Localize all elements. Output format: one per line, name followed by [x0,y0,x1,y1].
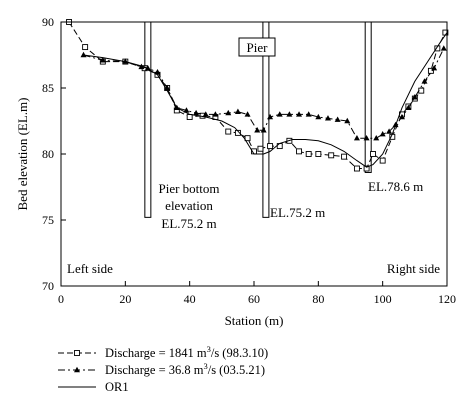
pier-bottom-elevation-label-line2: elevation [165,198,213,213]
series-1-point [186,114,193,120]
series-1-point [296,148,302,155]
series-2-point [212,111,219,117]
series-2-point [334,116,341,122]
pier-1 [144,21,152,218]
series-1-point [353,165,360,172]
series-1-point [267,143,274,150]
series-2-point [386,128,393,134]
pier-label-box [238,37,276,57]
y-tick-label: 70 [42,279,54,293]
series-2-point [363,134,370,141]
series-1-point [427,67,434,74]
series-1-point [225,128,232,135]
series-2-point [379,131,386,137]
series-2-point [183,107,190,113]
x-axis-title: Station (m) [225,313,284,328]
series-2-point [431,65,438,71]
series-2-point [260,127,267,133]
pier3-elevation-label: EL.78.6 m [368,179,423,194]
series-line-2 [83,48,445,139]
y-tick-label: 85 [42,81,54,95]
series-1-point [379,157,386,164]
series-2-point [144,65,151,71]
series-2-point [305,111,312,117]
series-2-point [324,115,331,121]
right-side-label: Right side [387,261,440,276]
series-1-point [341,153,348,160]
series-1-point [363,165,370,172]
series-2-point [405,104,412,110]
series-1-point [234,129,241,136]
x-tick-label: 60 [248,292,260,306]
series-2-point [80,51,87,58]
series-2-point [267,113,274,120]
legend-marker-2 [74,366,80,373]
series-2-point [344,117,351,124]
series-2-point [254,127,261,133]
series-2-point [286,111,293,117]
pier-3 [364,21,372,173]
x-tick-label: 40 [184,292,196,306]
series-2-point [99,57,106,63]
series-1-point [418,87,425,94]
y-tick-label: 75 [42,213,54,227]
plot-area [66,19,449,218]
pier1-elevation-label: EL.75.2 m [161,216,216,231]
series-2-point [296,111,303,117]
series-2-point [411,94,418,100]
legend-label-2: Discharge = 36.8 m3/s (03.5.21) [105,361,265,377]
legend-label-1: Discharge = 1841 m3/s (98.3.10) [105,344,268,360]
series-2-point [193,109,200,116]
x-tick-label: 80 [312,292,324,306]
series-2-point [353,134,360,141]
series-2-point [373,134,380,141]
pier-bottom-elevation-label-line1: Pier bottom [158,181,219,196]
x-tick-label: 0 [58,292,64,306]
series-2-point [398,113,405,120]
series-1-point [244,135,251,142]
series-2-point [244,111,251,117]
y-tick-label: 80 [42,147,54,161]
left-side-label: Left side [67,261,113,276]
series-2-point [276,111,283,117]
axes: 0 20 40 60 80 100 120 70 75 80 85 90 [42,15,456,306]
legend-label-3: OR1 [105,380,129,394]
series-2-point [421,78,428,84]
x-tick-label: 20 [119,292,131,306]
series-2-point [225,109,232,116]
pier-label: Pier [247,40,269,55]
y-tick-label: 90 [42,15,54,29]
series-1-point [328,152,335,159]
series-1-point [257,145,264,152]
series-1-point [315,151,322,157]
legend-marker-1 [74,350,80,356]
y-axis-title: Bed elevation (EL.m) [15,98,30,211]
series-2-point [440,45,447,51]
x-tick-label: 120 [438,292,456,306]
legend: Discharge = 1841 m3/s (98.3.10)Discharge… [58,344,268,394]
series-2-point [202,111,209,117]
series-1-point [370,151,376,157]
series-2-point [315,113,322,120]
series-2-point [234,108,241,114]
series-line-3 [83,32,448,168]
x-tick-label: 100 [374,292,392,306]
pier2-elevation-label: EL.75.2 m [270,205,325,220]
series-1-point [82,44,89,51]
series-2-point [154,68,161,75]
series-1-point [305,151,312,157]
